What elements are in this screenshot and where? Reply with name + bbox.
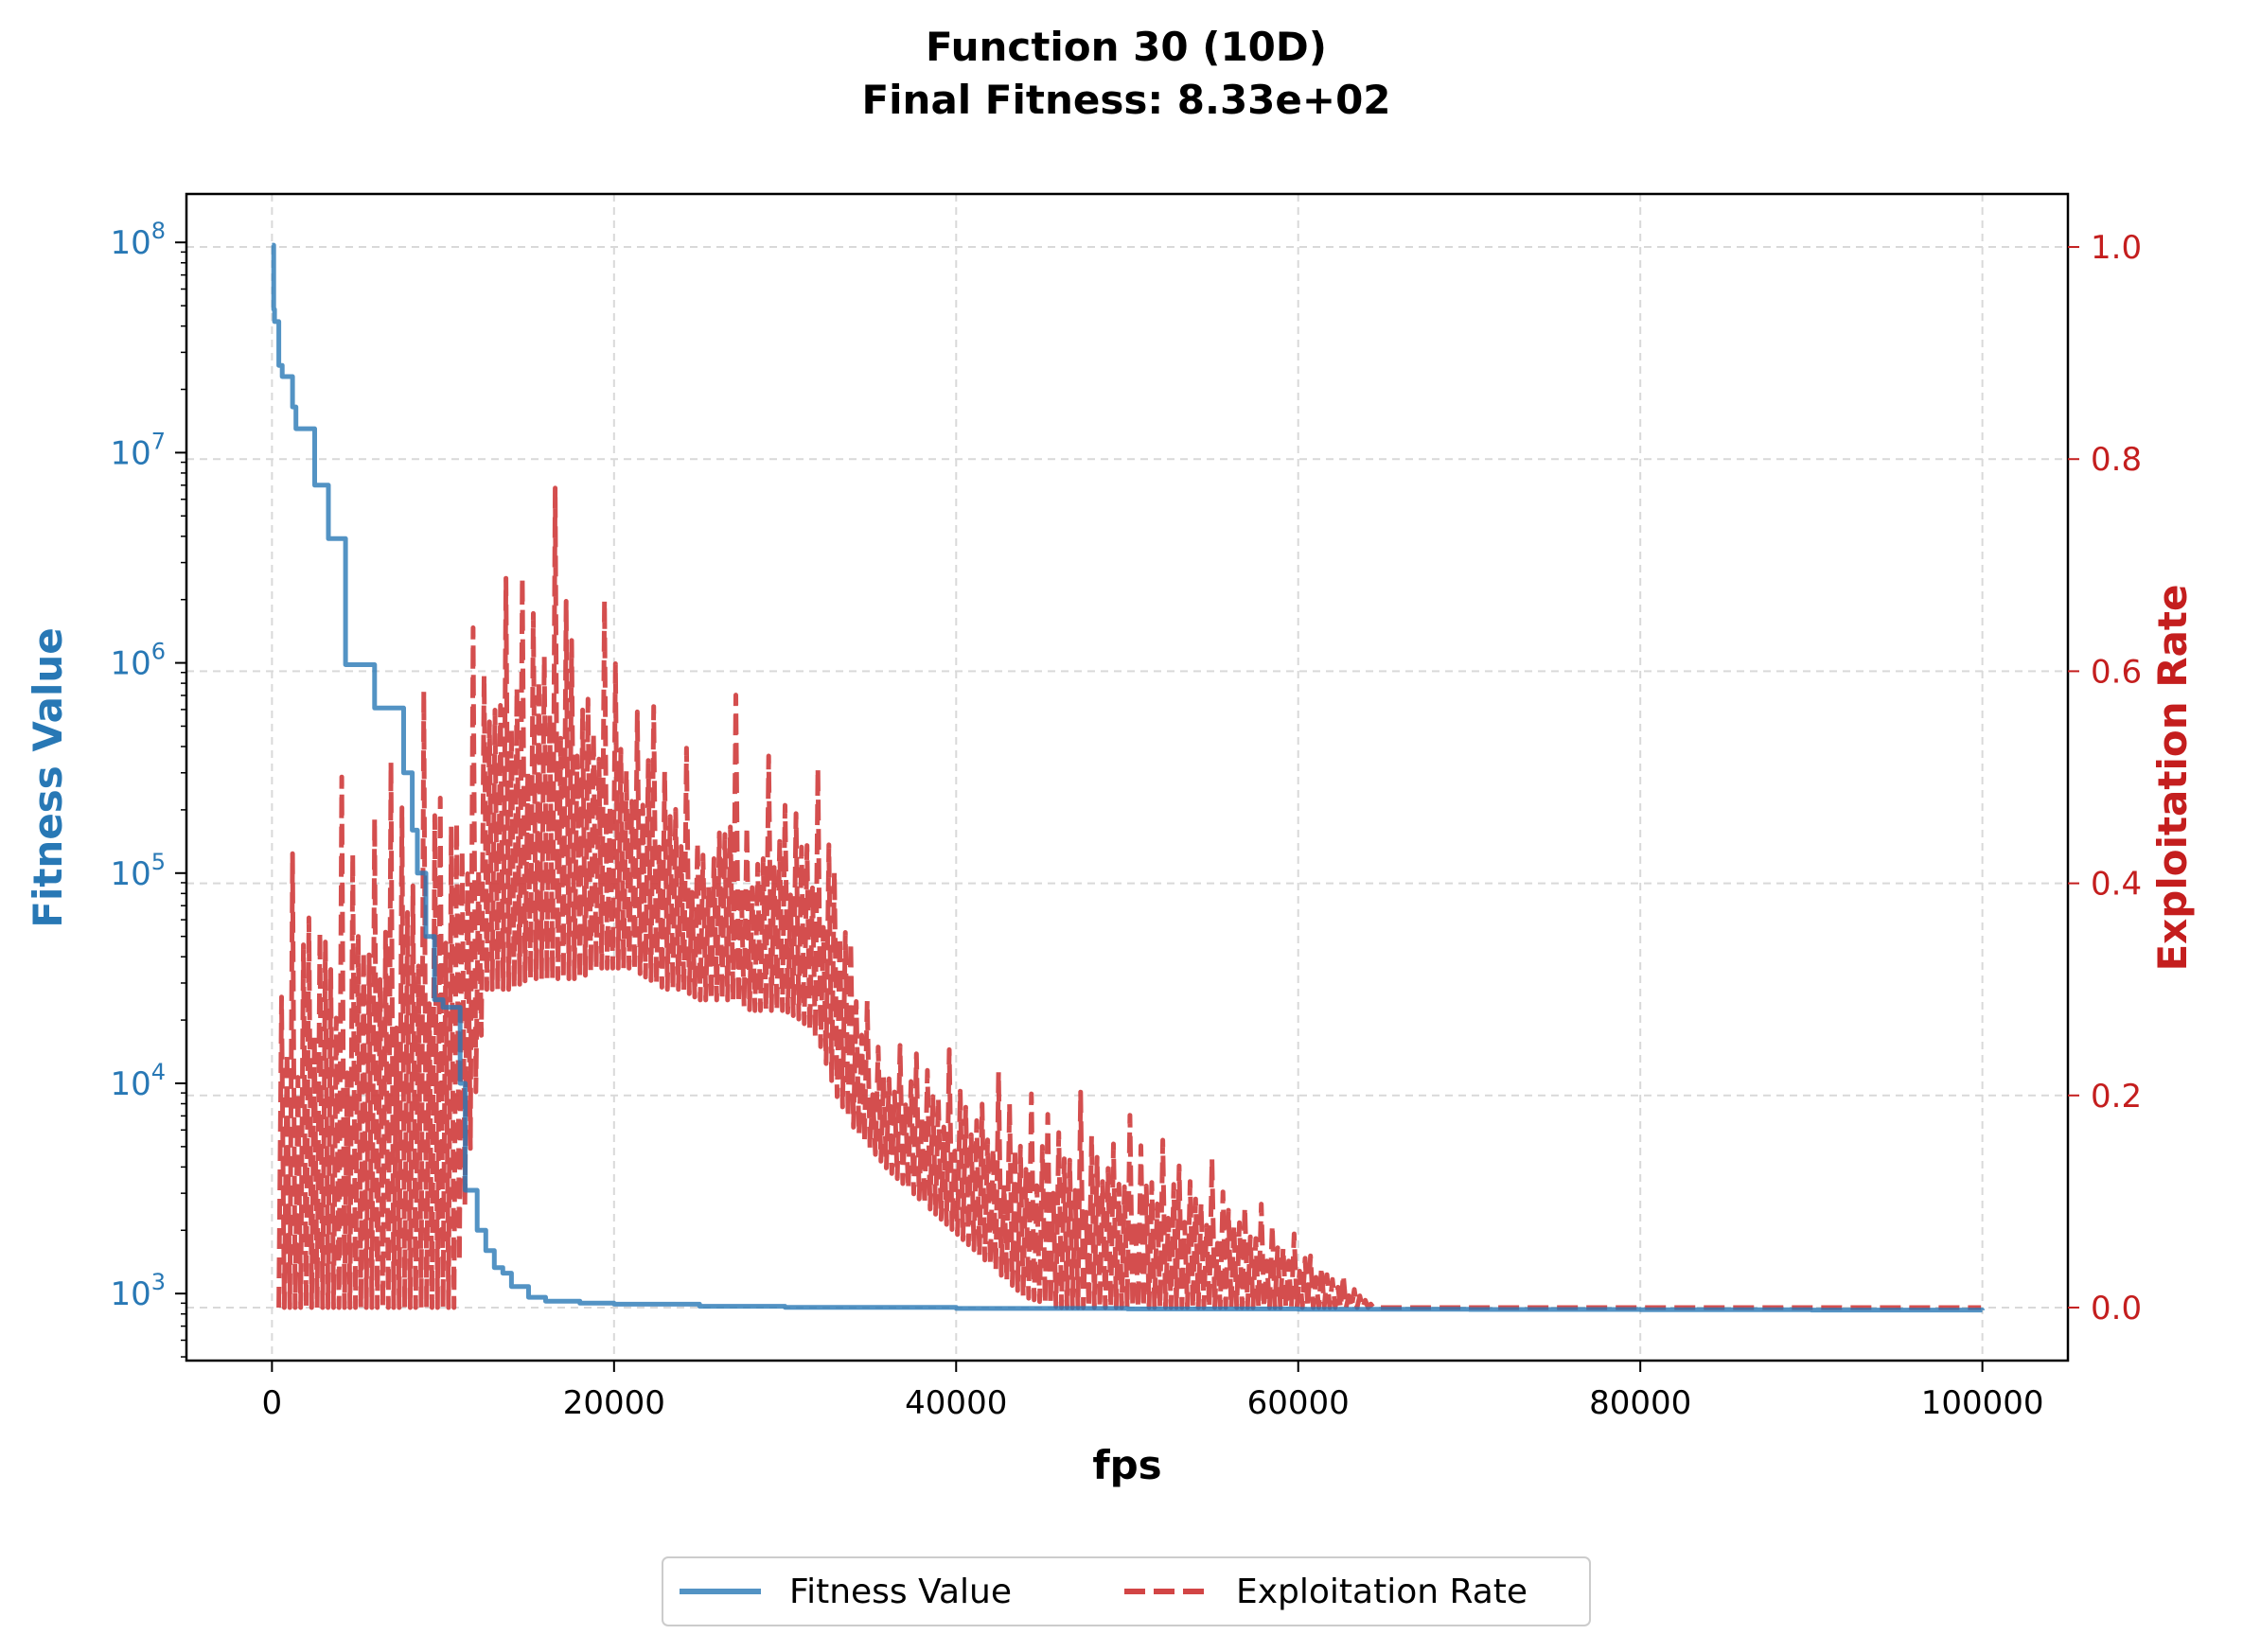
x-tick-label: 80000 <box>1589 1384 1691 1422</box>
chart-title: Function 30 (10D) <box>926 24 1327 70</box>
x-axis-label: fps <box>1092 1442 1161 1488</box>
y-right-tick-label: 0.8 <box>2091 441 2142 479</box>
legend-label-exploitation: Exploitation Rate <box>1236 1573 1528 1611</box>
y-left-tick-label: 105 <box>110 849 166 893</box>
y-axis-right: 0.0 0.2 0.4 0.6 0.8 1.0 <box>2068 229 2142 1327</box>
x-tick-label: 40000 <box>905 1384 1007 1422</box>
x-tick-label: 20000 <box>563 1384 665 1422</box>
y-right-tick-label: 0.6 <box>2091 653 2142 691</box>
x-axis: 0 20000 40000 60000 80000 100000 <box>262 1361 2044 1422</box>
y-right-tick-label: 0.0 <box>2091 1290 2142 1327</box>
y-axis-label-right: Exploitation Rate <box>2149 584 2196 971</box>
exploitation-rate-line <box>276 485 1982 1310</box>
y-right-tick-label: 0.2 <box>2091 1078 2142 1116</box>
legend-label-fitness: Fitness Value <box>789 1573 1012 1611</box>
fitness-value-line <box>271 242 1986 1313</box>
y-right-tick-label: 0.4 <box>2091 866 2142 904</box>
x-tick-label: 100000 <box>1921 1384 2044 1422</box>
y-axis-label-left: Fitness Value <box>25 627 71 928</box>
x-tick-label: 60000 <box>1247 1384 1350 1422</box>
x-tick-label: 0 <box>262 1384 283 1422</box>
y-right-tick-label: 1.0 <box>2091 229 2142 267</box>
plot-frame <box>185 192 2070 1362</box>
chart-subtitle: Final Fitness: 8.33e+02 <box>861 77 1390 123</box>
legend: Fitness Value Exploitation Rate <box>662 1556 1591 1626</box>
y-left-tick-label: 107 <box>110 428 166 472</box>
grid-lines <box>186 194 2068 1361</box>
plot-area <box>271 242 1986 1313</box>
